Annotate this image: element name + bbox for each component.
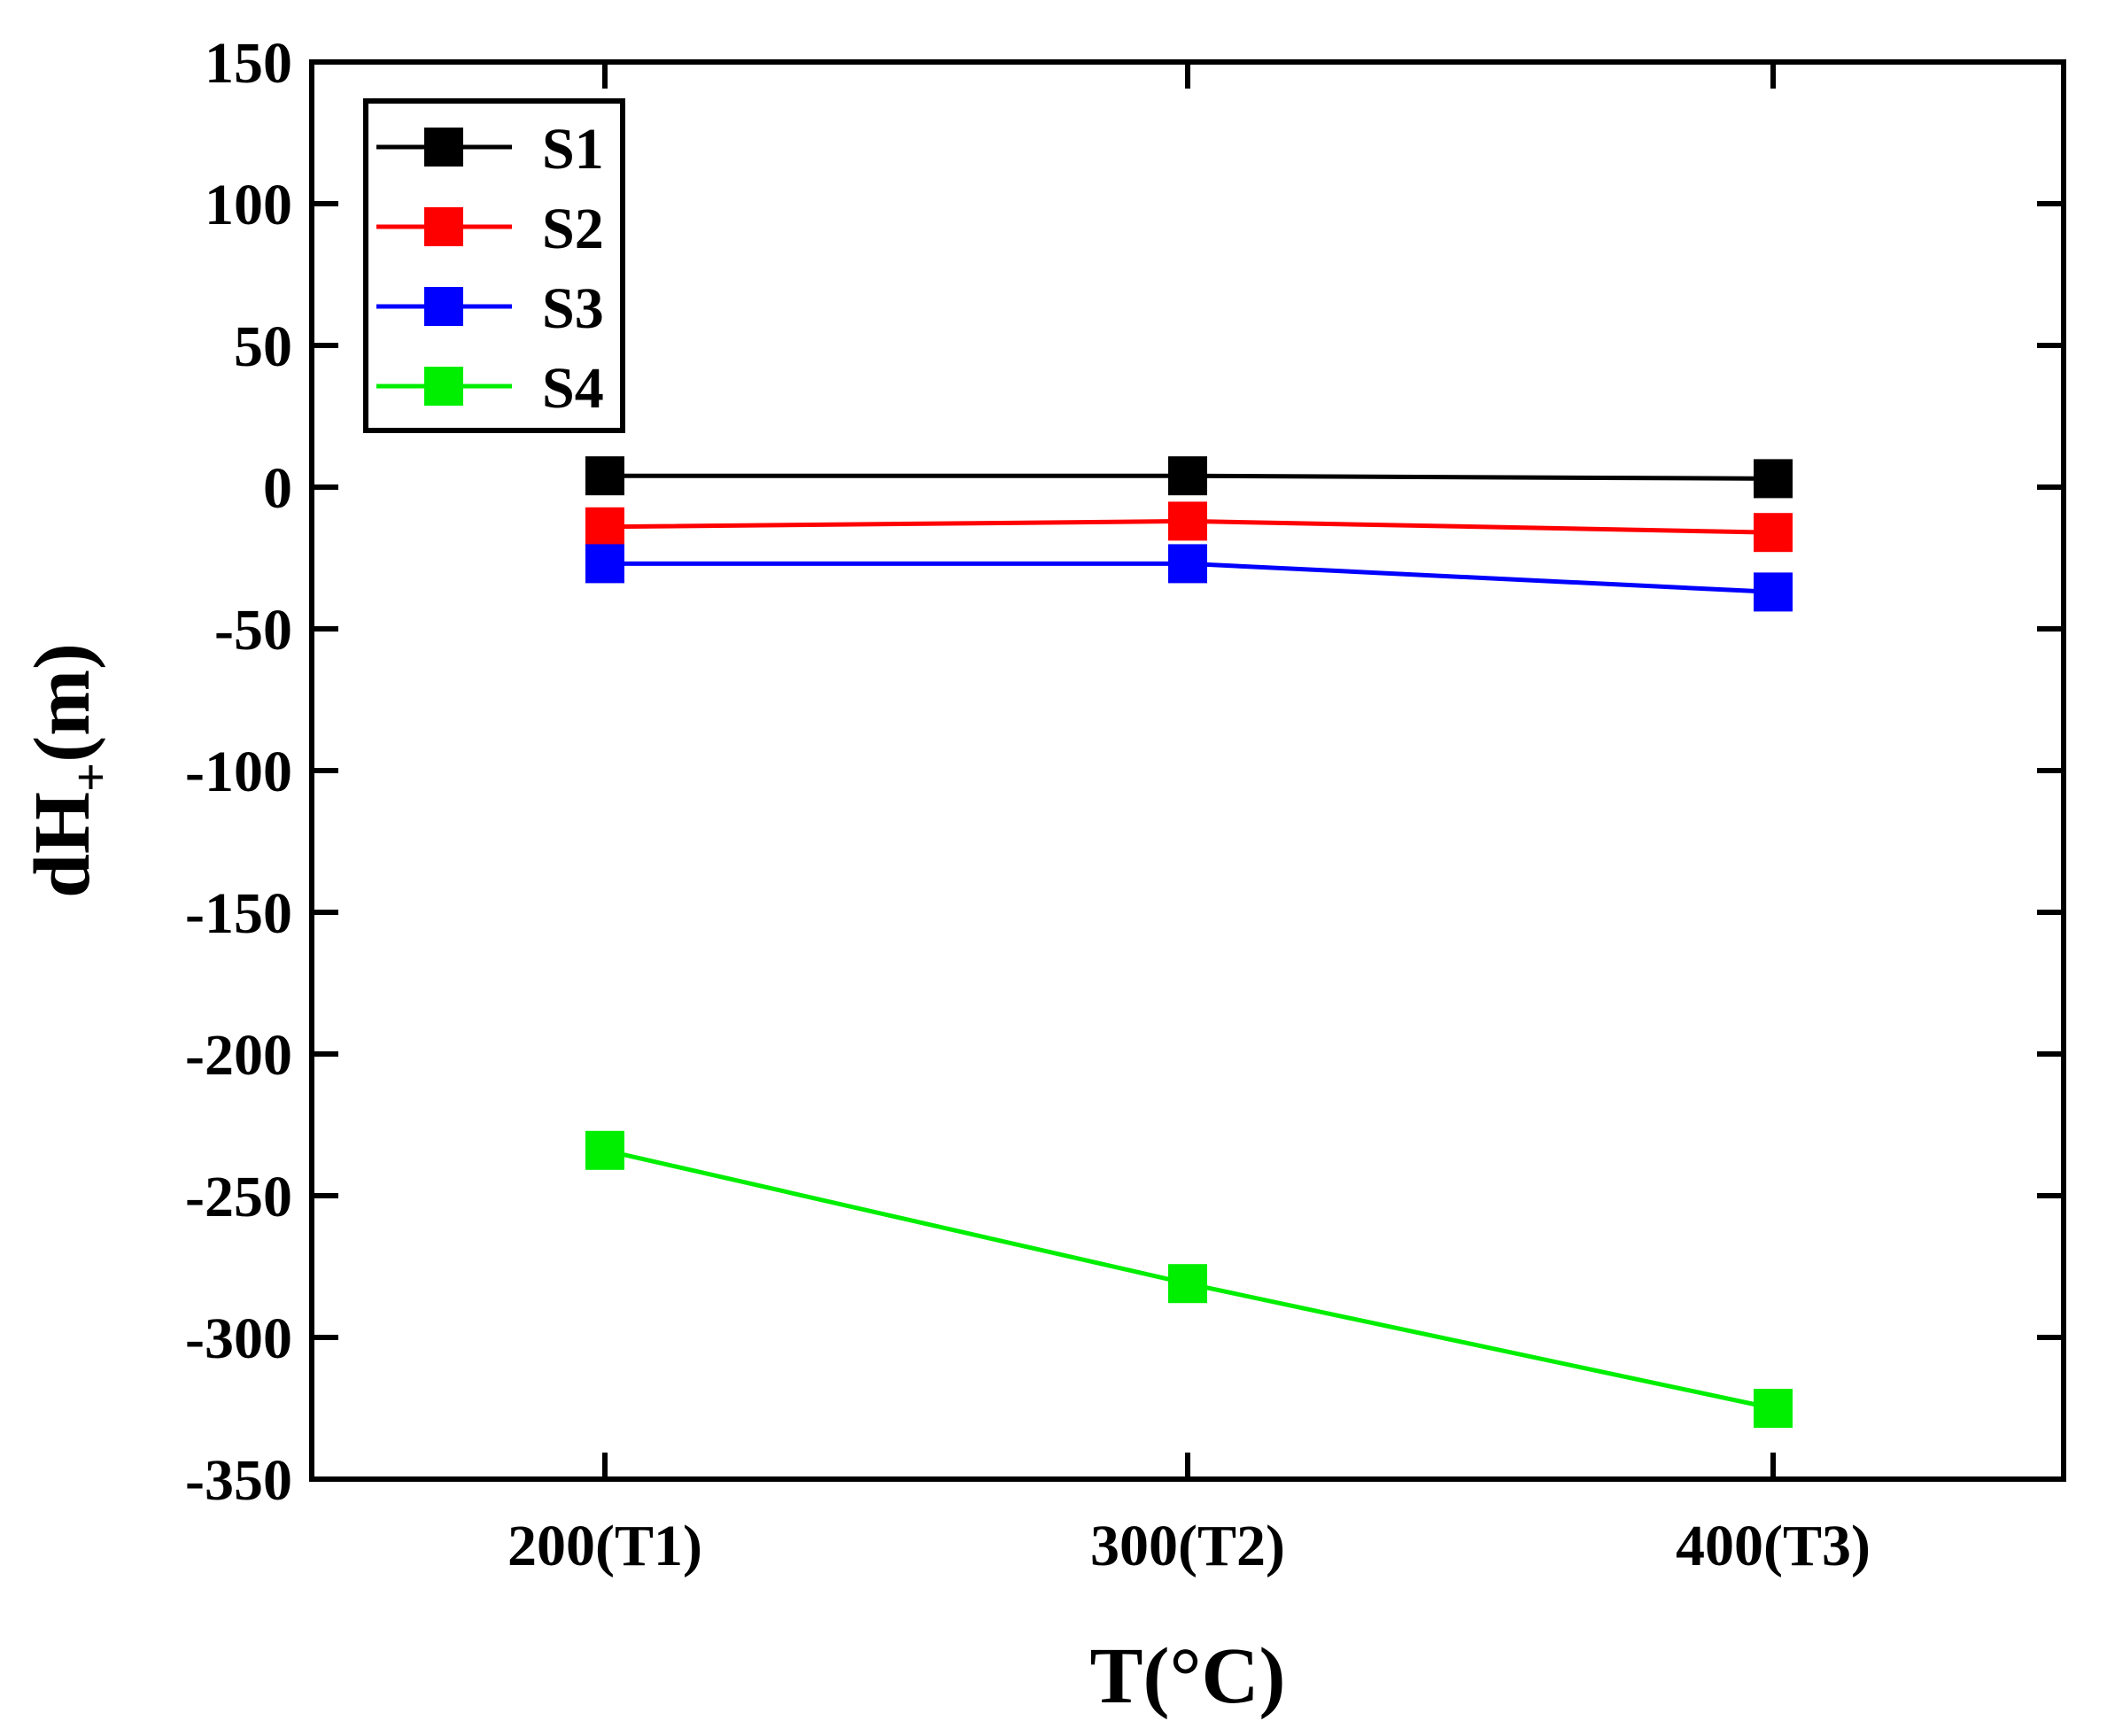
legend-marker-s2 [424, 207, 463, 246]
y-tick-label: -50 [214, 598, 292, 663]
data-point-s4 [1754, 1389, 1793, 1428]
x-tick-label: 400(T3) [1676, 1514, 1871, 1578]
data-point-s1 [585, 456, 624, 496]
data-point-s3 [585, 544, 624, 584]
data-point-s2 [585, 507, 624, 546]
data-point-s1 [1168, 456, 1207, 496]
legend-marker-s3 [424, 287, 463, 326]
y-axis-title: dH+(m) [19, 643, 120, 898]
legend-label-s4: S4 [542, 356, 604, 421]
legend-marker-s1 [424, 128, 463, 167]
y-tick-label: 0 [263, 456, 292, 521]
data-point-s2 [1754, 513, 1793, 553]
y-axis-title-main: dH [19, 792, 106, 898]
legend-label-s2: S2 [542, 197, 604, 261]
y-axis-title-unit: (m) [19, 643, 106, 763]
y-axis-title-subscript: + [62, 763, 120, 792]
data-point-s3 [1754, 572, 1793, 612]
y-tick-label: 100 [205, 173, 292, 237]
plot-frame [309, 59, 2066, 1482]
y-tick-label: -100 [185, 740, 292, 804]
legend-marker-s4 [424, 367, 463, 406]
y-tick-labels: 150 100 50 0 -50 -100 -150 -200 -250 -300 -350 [185, 31, 292, 1513]
y-tick-label: -200 [185, 1023, 292, 1088]
legend-label-s1: S1 [542, 117, 604, 182]
y-tick-label: -150 [185, 881, 292, 946]
data-point-s4 [1168, 1264, 1207, 1304]
x-tick-label: 200(T1) [507, 1514, 702, 1578]
y-tick-label: -350 [185, 1448, 292, 1513]
data-point-s2 [1168, 501, 1207, 541]
x-tick-label: 300(T2) [1090, 1514, 1285, 1578]
data-point-s1 [1754, 459, 1793, 499]
data-point-s3 [1168, 544, 1207, 584]
data-point-s4 [585, 1130, 624, 1170]
legend-box [363, 98, 625, 433]
data-series [585, 456, 1793, 1428]
y-tick-label: 150 [205, 31, 292, 96]
y-tick-label: -250 [185, 1165, 292, 1229]
x-axis-title: T(°C) [1090, 1632, 1286, 1720]
legend: S1 S2 S3 S4 [363, 98, 625, 433]
legend-label-s3: S3 [542, 276, 604, 341]
y-tick-label: -300 [185, 1306, 292, 1371]
x-tick-labels: 200(T1) 300(T2) 400(T3) [507, 1514, 1871, 1578]
y-tick-label: 50 [234, 314, 292, 379]
